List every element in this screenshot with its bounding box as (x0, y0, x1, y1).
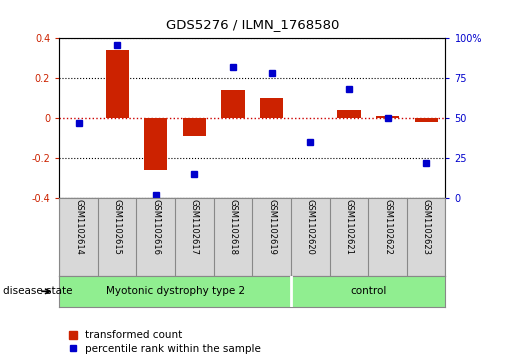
Text: GSM1102619: GSM1102619 (267, 199, 276, 255)
Text: disease state: disease state (3, 286, 72, 296)
Bar (144, 118, 167, 170)
Bar (221, 90, 245, 118)
Text: GSM1102620: GSM1102620 (306, 199, 315, 255)
Text: control: control (350, 286, 386, 296)
Text: GSM1102622: GSM1102622 (383, 199, 392, 255)
Legend: transformed count, percentile rank within the sample: transformed count, percentile rank withi… (64, 326, 265, 358)
Text: Myotonic dystrophy type 2: Myotonic dystrophy type 2 (106, 286, 245, 296)
Bar (415, 118, 438, 122)
Text: GSM1102618: GSM1102618 (229, 199, 237, 256)
Text: GSM1102617: GSM1102617 (190, 199, 199, 256)
Text: GSM1102621: GSM1102621 (345, 199, 353, 255)
Bar (337, 110, 360, 118)
Text: GSM1102616: GSM1102616 (151, 199, 160, 256)
Bar (183, 118, 206, 136)
Bar (106, 50, 129, 118)
Text: GSM1102623: GSM1102623 (422, 199, 431, 256)
Text: GSM1102615: GSM1102615 (113, 199, 122, 255)
Text: GDS5276 / ILMN_1768580: GDS5276 / ILMN_1768580 (166, 18, 339, 31)
Bar (376, 116, 399, 118)
Text: GSM1102614: GSM1102614 (74, 199, 83, 255)
Bar (260, 98, 283, 118)
